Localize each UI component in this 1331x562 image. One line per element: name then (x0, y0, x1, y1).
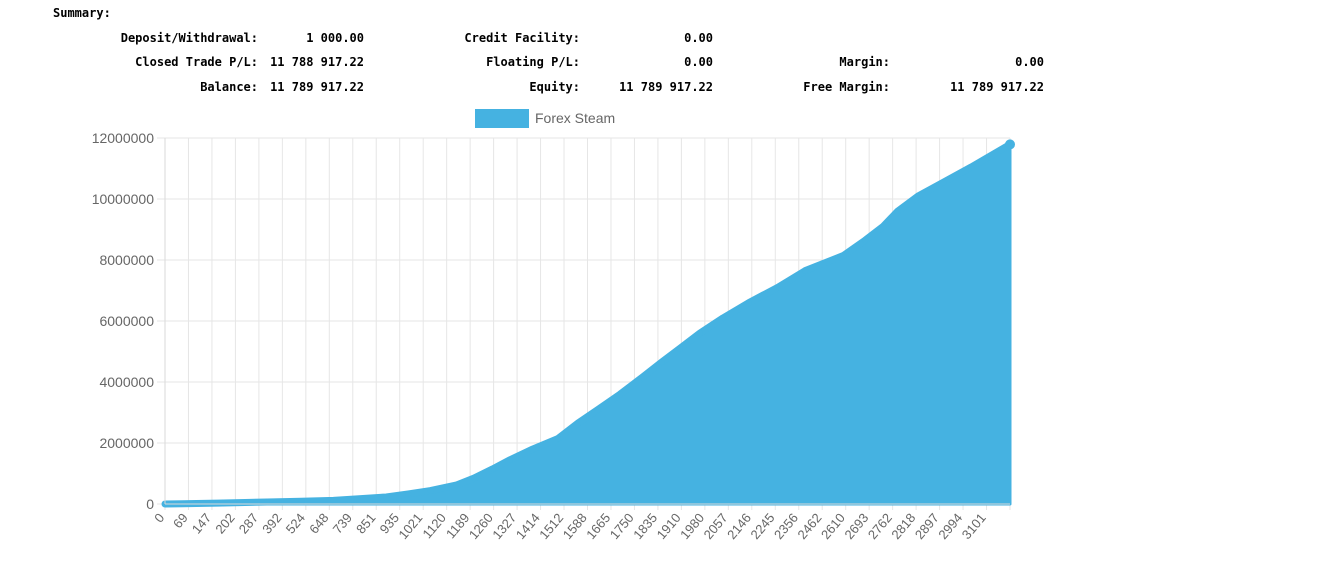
data-point (639, 374, 646, 381)
y-tick-label: 10000000 (92, 191, 155, 207)
data-point (200, 500, 207, 507)
closed-trade-pl-value: 11 788 917.22 (270, 55, 364, 69)
x-tick-label: 2356 (771, 510, 801, 542)
free-margin-value: 11 789 917.22 (950, 80, 1044, 94)
x-tick-label: 1327 (489, 510, 519, 542)
data-point (354, 495, 361, 502)
data-point (330, 497, 337, 504)
x-tick-label: 1980 (677, 510, 707, 542)
equity-label: Equity: (529, 80, 580, 94)
x-tick-label: 0 (151, 510, 167, 525)
deposit-withdrawal-label: Deposit/Withdrawal: (120, 31, 258, 45)
x-tick-label: 524 (283, 510, 308, 536)
y-tick-label: 6000000 (99, 313, 154, 329)
balance-value: 11 789 917.22 (270, 80, 364, 94)
data-point (383, 493, 390, 500)
data-point (745, 299, 752, 306)
floating-pl-label: Floating P/L: (486, 55, 580, 69)
x-tick-label: 69 (170, 510, 191, 531)
data-point (298, 498, 305, 505)
data-point (489, 465, 496, 472)
summary-title: Summary: (53, 6, 111, 20)
data-point (968, 163, 975, 170)
y-tick-label: 8000000 (99, 252, 154, 268)
x-tick-label: 2818 (888, 510, 918, 542)
floating-pl-value: 0.00 (684, 55, 713, 69)
data-point (471, 475, 478, 482)
x-tick-label: 2994 (935, 510, 965, 542)
x-tick-label: 2762 (865, 510, 895, 542)
data-point (676, 345, 683, 352)
x-tick-label: 2610 (818, 510, 848, 542)
data-point (555, 435, 562, 442)
data-point (405, 490, 412, 497)
data-point (574, 420, 581, 427)
x-tick-label: 287 (236, 510, 261, 536)
x-tick-label: 1910 (654, 510, 684, 542)
data-point (774, 284, 781, 291)
data-point (507, 456, 514, 463)
data-point (915, 192, 922, 199)
y-tick-label: 0 (146, 496, 154, 512)
x-tick-label: 1512 (536, 510, 566, 542)
balance-label: Balance: (200, 80, 258, 94)
data-point (940, 179, 947, 186)
data-point (427, 487, 434, 494)
x-tick-label: 1260 (466, 510, 496, 542)
data-point (880, 223, 887, 230)
x-tick-label: 648 (306, 510, 331, 536)
x-tick-label: 739 (330, 510, 355, 536)
x-tick-label: 1414 (513, 510, 543, 542)
equity-chart: 0 2000000 4000000 6000000 8000000 10000000 120… (0, 100, 1331, 558)
data-point (236, 499, 243, 506)
x-tick-label: 851 (353, 510, 378, 536)
x-tick-label: 2245 (747, 510, 777, 542)
data-point (453, 482, 460, 489)
x-tick-label: 202 (212, 510, 237, 536)
data-point (594, 406, 601, 413)
x-tick-label: 2897 (912, 510, 942, 542)
credit-facility-value: 0.00 (684, 31, 713, 45)
margin-label: Margin: (839, 55, 890, 69)
x-tick-label: 147 (189, 510, 214, 536)
x-tick-label: 1665 (583, 510, 613, 542)
chart-svg: 0 2000000 4000000 6000000 8000000 10000000 120… (92, 109, 1015, 542)
x-tick-label: 1750 (607, 510, 637, 542)
x-tick-label: 2693 (841, 510, 871, 542)
x-tick-label: 392 (259, 510, 284, 536)
y-tick-label: 12000000 (92, 130, 155, 146)
x-tick-label: 2462 (794, 510, 824, 542)
x-tick-label: 1835 (630, 510, 660, 542)
data-point (696, 330, 703, 337)
y-tick-label: 4000000 (99, 374, 154, 390)
y-tick-label: 2000000 (99, 435, 154, 451)
x-tick-label: 1120 (419, 510, 448, 541)
x-tick-label: 1189 (443, 510, 472, 541)
free-margin-label: Free Margin: (803, 80, 890, 94)
data-point (894, 208, 901, 215)
x-tick-label: 2057 (701, 510, 731, 542)
x-tick-label: 2146 (724, 510, 754, 542)
data-point (840, 252, 847, 259)
data-point (529, 446, 536, 453)
data-point (617, 391, 623, 398)
data-point (658, 359, 665, 366)
data-point (862, 237, 869, 244)
data-point (719, 314, 726, 321)
data-point (802, 267, 809, 274)
deposit-withdrawal-value: 1 000.00 (306, 31, 364, 45)
legend-swatch (475, 109, 529, 128)
x-tick-label: 3101 (959, 510, 989, 542)
legend-label: Forex Steam (535, 110, 615, 126)
margin-value: 0.00 (1015, 55, 1044, 69)
x-tick-label: 1588 (560, 510, 590, 542)
credit-facility-label: Credit Facility: (464, 31, 580, 45)
x-tick-label: 1021 (395, 510, 425, 542)
data-point-end (1005, 139, 1015, 150)
data-point (214, 500, 221, 507)
equity-value: 11 789 917.22 (619, 80, 713, 94)
closed-trade-pl-label: Closed Trade P/L: (135, 55, 258, 69)
